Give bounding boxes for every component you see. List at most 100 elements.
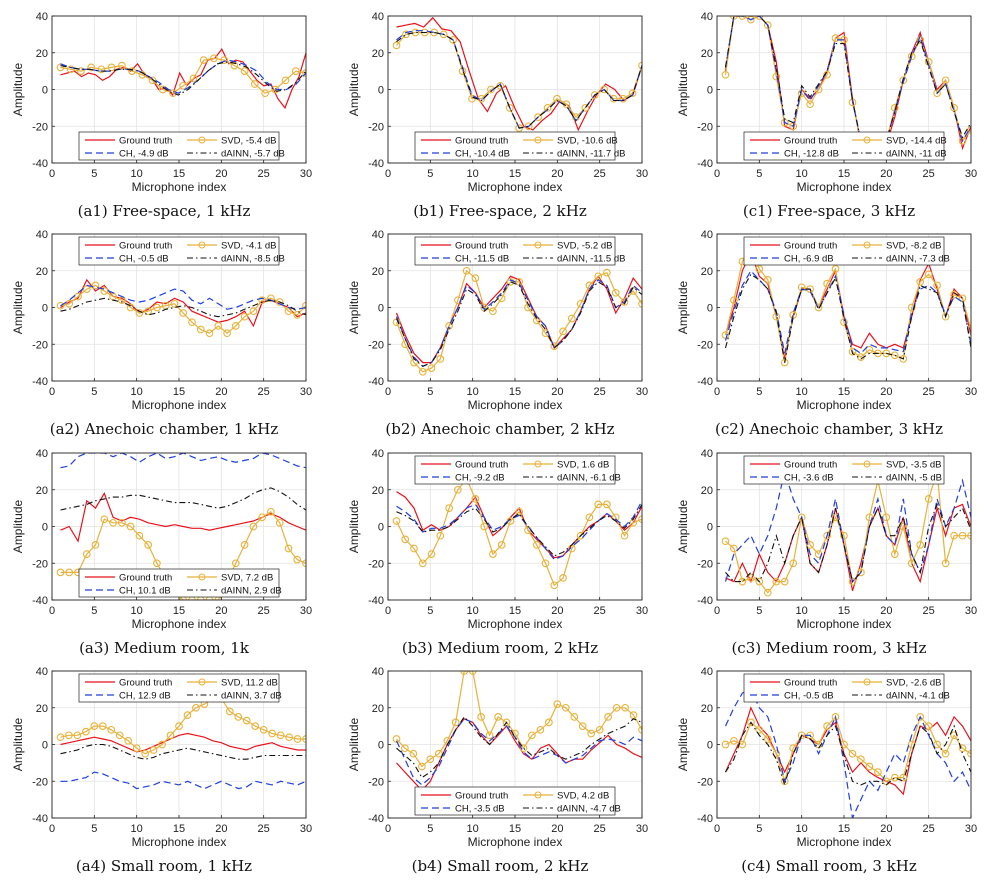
panel-caption: (c2) Anechoic chamber, 3 kHz — [715, 420, 943, 438]
series-line-dainn — [396, 504, 642, 557]
svd-point — [620, 298, 629, 306]
y-tick-label: -40 — [32, 376, 48, 388]
svd-point — [611, 288, 620, 297]
series-line-dainn — [725, 502, 971, 583]
y-axis-label: Amplitude — [347, 500, 361, 554]
legend-label-gt: Ground truth — [784, 136, 837, 147]
svd-point — [890, 773, 899, 782]
svd-point — [506, 517, 515, 525]
x-tick-label: 10 — [467, 168, 479, 180]
svd-point — [487, 85, 495, 94]
y-tick-label: -20 — [697, 558, 713, 570]
x-tick-label: 15 — [509, 168, 521, 180]
svd-point — [118, 61, 126, 70]
svd-point — [268, 729, 276, 738]
x-axis-label: Microphone index — [797, 617, 892, 631]
panel-caption: (a3) Medium room, 1k — [79, 639, 249, 657]
svd-point — [210, 54, 218, 63]
x-axis-label: Microphone index — [132, 398, 227, 412]
svd-point — [780, 777, 789, 786]
y-tick-label: -40 — [32, 158, 48, 170]
svd-point — [907, 303, 916, 312]
panel-caption: (c3) Medium room, 3 kHz — [731, 639, 927, 657]
svd-point — [169, 89, 177, 98]
svd-point — [730, 736, 738, 745]
x-tick-label: 20 — [215, 168, 227, 180]
legend-label-dainn: dAINN, 3.7 dB — [221, 691, 282, 702]
svd-point — [451, 718, 460, 727]
y-tick-label: 20 — [36, 703, 48, 715]
x-axis-label: Microphone index — [468, 617, 563, 631]
svd-point — [806, 100, 814, 109]
svd-point — [293, 735, 302, 743]
svd-point — [392, 735, 401, 743]
svd-point — [411, 28, 420, 37]
y-tick-label: 40 — [36, 229, 48, 241]
svd-point — [259, 725, 268, 734]
x-tick-label: 5 — [91, 605, 97, 617]
chart-svg-a3: 0 5 10 15 20 25 30 -40 -20 0 20 40 Microphone index A… — [11, 448, 312, 631]
svd-point — [497, 294, 506, 303]
series-line-svd — [60, 698, 306, 755]
svd-point — [189, 74, 198, 83]
chart-svg-c3: 0 5 10 15 20 25 30 -40 -20 0 20 40 Microphone index A… — [676, 448, 977, 631]
svd-point — [192, 703, 200, 712]
x-tick-label: 30 — [965, 823, 977, 835]
svd-point — [418, 367, 427, 376]
x-tick-label: 5 — [91, 386, 97, 398]
svd-point — [188, 318, 196, 327]
y-tick-label: 20 — [36, 48, 48, 60]
svd-point — [153, 559, 161, 568]
svd-point — [77, 67, 85, 75]
x-tick-label: 0 — [385, 823, 391, 835]
panel-caption: (b2) Anechoic chamber, 2 kHz — [385, 420, 615, 438]
legend-label-gt: Ground truth — [119, 678, 172, 689]
y-tick-label: 40 — [372, 11, 384, 23]
x-tick-label: 10 — [796, 605, 808, 617]
legend: Ground truth SVD, 7.2 dB CH, 10.1 dB dAINN,… — [78, 568, 282, 598]
legend-label-svd: SVD, 1.6 dB — [557, 460, 609, 471]
svd-point — [56, 568, 65, 577]
x-axis-label: Microphone index — [468, 835, 563, 849]
svd-point — [603, 500, 611, 509]
legend-label-svd: SVD, -4.1 dB — [221, 241, 276, 252]
svd-point — [899, 773, 908, 782]
svd-point — [916, 277, 925, 286]
svd-point — [814, 303, 823, 312]
svd-point — [907, 559, 916, 568]
x-tick-label: 5 — [756, 605, 762, 617]
y-tick-label: 40 — [372, 448, 384, 460]
y-tick-label: -40 — [697, 595, 713, 607]
x-tick-label: 10 — [796, 168, 808, 180]
svd-point — [115, 731, 124, 740]
x-tick-label: 20 — [551, 386, 563, 398]
legend-label-gt: Ground truth — [455, 136, 508, 147]
x-axis-label: Microphone index — [468, 398, 563, 412]
y-tick-label: 0 — [378, 85, 384, 97]
svd-point — [468, 671, 477, 675]
series-line-gt — [396, 718, 642, 792]
svd-point — [436, 531, 445, 540]
svd-point — [141, 749, 149, 758]
chart-panel-b3: 0 5 10 15 20 25 30 -40 -20 0 20 40 Microphone index A… — [336, 445, 664, 662]
chart-panel-c2: 0 5 10 15 20 25 30 -40 -20 0 20 40 Microphone index A… — [665, 226, 984, 443]
panel-caption: (c4) Small room, 3 kHz — [741, 857, 917, 875]
legend-label-dainn: dAINN, -7.3 dB — [886, 254, 950, 265]
svd-point — [434, 749, 443, 758]
x-tick-label: 5 — [91, 168, 97, 180]
svd-point — [505, 104, 514, 112]
svd-point — [205, 329, 214, 338]
legend-label-svd: SVD, 11.2 dB — [221, 678, 278, 689]
svd-point — [941, 312, 950, 321]
chart-panel-c1: 0 5 10 15 20 25 30 -40 -20 0 20 40 Microphone index A… — [665, 8, 984, 225]
x-tick-label: 25 — [923, 605, 935, 617]
legend-label-ch: CH, -9.2 dB — [455, 473, 505, 484]
panel-caption: (a1) Free-space, 1 kHz — [77, 202, 251, 220]
legend-label-dainn: dAINN, -11.5 dB — [557, 254, 625, 265]
svd-point — [242, 716, 251, 725]
svd-point — [638, 725, 642, 734]
svd-point — [251, 722, 260, 730]
x-tick-label: 30 — [300, 823, 312, 835]
x-axis-label: Microphone index — [132, 835, 227, 849]
svd-point — [848, 749, 857, 758]
